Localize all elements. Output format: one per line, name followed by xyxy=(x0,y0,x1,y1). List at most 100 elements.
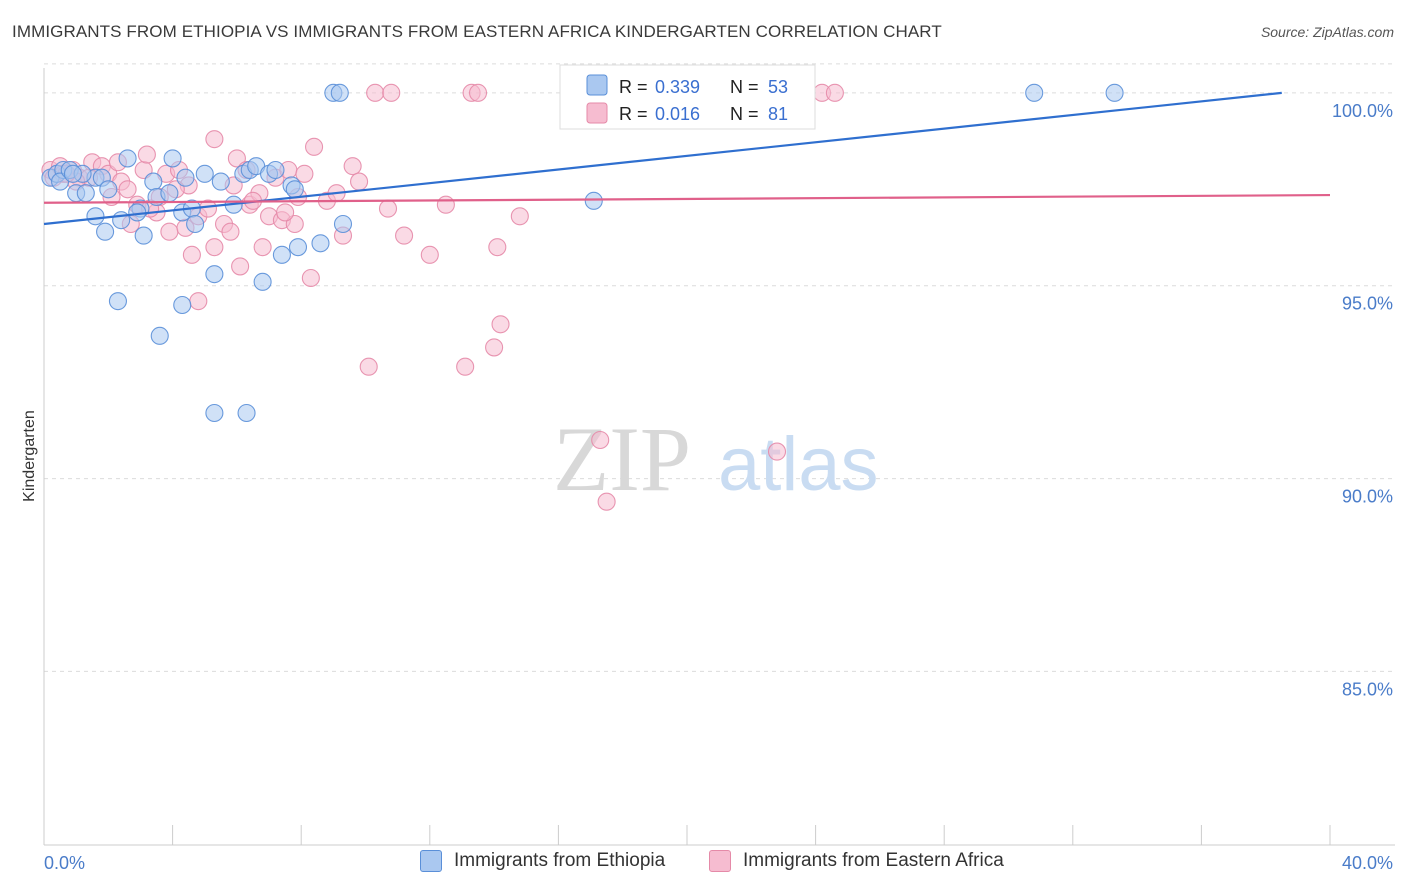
watermark: ZIP atlas xyxy=(553,408,879,510)
ethiopia-point xyxy=(237,403,256,423)
ethiopia-point xyxy=(285,180,304,199)
eastern-africa-point xyxy=(491,315,510,334)
ethiopia-point xyxy=(311,234,330,253)
eastern-africa-point xyxy=(227,149,246,168)
legend-n-label: N = xyxy=(730,104,759,124)
legend-r-value-ethiopia: 0.339 xyxy=(655,77,700,97)
legend-n-value-ethiopia: 53 xyxy=(768,77,788,97)
eastern-africa-point xyxy=(301,268,320,288)
ethiopia-point xyxy=(118,149,137,168)
ethiopia-point xyxy=(144,172,163,191)
eastern-africa-point xyxy=(382,83,401,102)
gridlines xyxy=(44,63,1395,672)
ethiopia-point xyxy=(76,184,95,203)
ethiopia-point xyxy=(173,295,192,315)
legend-r-label: R = xyxy=(619,104,648,124)
ethiopia-point xyxy=(330,83,349,102)
trend-line-eastern-africa xyxy=(43,193,1331,204)
ethiopia-point xyxy=(108,292,127,311)
eastern-africa-point xyxy=(359,357,378,376)
legend-swatch-eastern-africa xyxy=(709,850,731,872)
eastern-africa-point xyxy=(118,180,137,199)
eastern-africa-point xyxy=(767,442,787,461)
stats-legend: R = 0.339 N = 53 R = 0.016 N = 81 xyxy=(559,64,816,130)
eastern-africa-point xyxy=(510,207,529,226)
eastern-africa-point xyxy=(456,357,475,376)
legend-item-ethiopia[interactable]: Immigrants from Ethiopia xyxy=(420,850,665,872)
ethiopia-point xyxy=(205,403,224,423)
ethiopia-point xyxy=(272,245,291,264)
source-label: Source: ZipAtlas.com xyxy=(1260,24,1394,40)
eastern-africa-point xyxy=(366,83,385,102)
ethiopia-point xyxy=(266,160,285,180)
legend-n-value-eastern-africa: 81 xyxy=(768,104,788,124)
eastern-africa-point xyxy=(378,199,398,218)
ethiopia-point xyxy=(195,164,214,183)
tick-labels: 100.0% 95.0% 90.0% 85.0% 0.0% 40.0% xyxy=(44,101,1393,873)
ethiopia-point xyxy=(1025,83,1044,102)
legend-swatch-ethiopia xyxy=(420,850,442,872)
eastern-africa-point xyxy=(343,157,362,176)
x-tick-label: 0.0% xyxy=(44,853,85,873)
eastern-africa-point xyxy=(276,203,295,222)
eastern-africa-point xyxy=(160,222,179,241)
watermark-atlas: atlas xyxy=(718,422,879,507)
ethiopia-point xyxy=(186,214,205,234)
y-tick-label: 95.0% xyxy=(1342,294,1393,314)
ethiopia-point xyxy=(205,265,224,284)
x-tick-label: 40.0% xyxy=(1342,853,1393,873)
ethiopia-point xyxy=(176,168,195,187)
trend-lines xyxy=(43,91,1331,226)
ethiopia-point xyxy=(163,149,182,168)
eastern-africa-point xyxy=(420,245,439,264)
ethiopia-point xyxy=(253,272,272,291)
eastern-africa-point xyxy=(591,430,610,450)
y-tick-label: 90.0% xyxy=(1342,487,1393,507)
legend-label-ethiopia: Immigrants from Ethiopia xyxy=(454,850,666,871)
ethiopia-point xyxy=(1105,83,1124,102)
ethiopia-point xyxy=(99,180,118,199)
ethiopia-point xyxy=(134,226,153,245)
legend-item-eastern-africa[interactable]: Immigrants from Eastern Africa xyxy=(709,850,1004,872)
eastern-africa-point xyxy=(468,83,488,102)
ethiopia-points xyxy=(41,83,1124,423)
ethiopia-point xyxy=(96,222,115,241)
ethiopia-point xyxy=(150,326,169,345)
ethiopia-point xyxy=(333,214,353,234)
eastern-africa-point xyxy=(189,292,208,311)
eastern-africa-point xyxy=(137,145,156,164)
eastern-africa-point xyxy=(825,83,844,102)
chart-title: IMMIGRANTS FROM ETHIOPIA VS IMMIGRANTS F… xyxy=(12,22,942,41)
ethiopia-point xyxy=(63,164,82,183)
legend-r-label: R = xyxy=(619,77,648,97)
eastern-africa-point xyxy=(436,195,455,214)
legend-label-eastern-africa: Immigrants from Eastern Africa xyxy=(743,850,1004,871)
eastern-africa-point xyxy=(350,172,369,191)
legend-n-label: N = xyxy=(730,77,759,97)
eastern-africa-point xyxy=(253,238,272,257)
eastern-africa-point xyxy=(205,130,224,149)
ethiopia-point xyxy=(160,184,179,203)
ethiopia-point xyxy=(288,238,308,257)
eastern-africa-point xyxy=(231,257,250,276)
eastern-africa-point xyxy=(295,164,314,183)
ethiopia-point xyxy=(86,207,105,226)
eastern-africa-point xyxy=(221,222,240,241)
y-axis-title: Kindergarten xyxy=(21,410,38,502)
eastern-africa-point xyxy=(182,245,201,264)
eastern-africa-point xyxy=(485,338,504,357)
ethiopia-point xyxy=(584,191,603,210)
legend-r-value-eastern-africa: 0.016 xyxy=(655,104,700,124)
watermark-zip: ZIP xyxy=(553,408,691,510)
eastern-africa-point xyxy=(205,238,224,257)
legend-swatch-eastern-africa xyxy=(586,102,608,124)
eastern-africa-point xyxy=(488,238,507,257)
eastern-africa-point xyxy=(285,214,304,234)
y-tick-label: 85.0% xyxy=(1342,679,1393,699)
y-tick-label: 100.0% xyxy=(1332,101,1393,121)
eastern-africa-point xyxy=(305,137,324,156)
ethiopia-point xyxy=(211,172,230,191)
legend-swatch-ethiopia xyxy=(586,74,608,96)
eastern-africa-point xyxy=(597,492,616,511)
